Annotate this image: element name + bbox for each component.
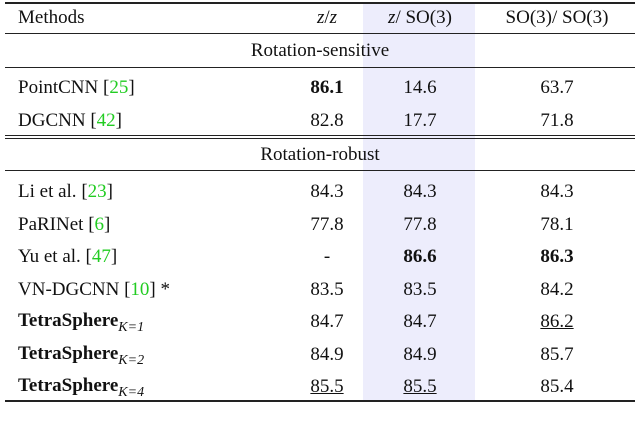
value-cell: 84.9	[403, 343, 437, 365]
citation: 6	[94, 213, 105, 235]
value-cell: 84.7	[403, 311, 437, 332]
method-cell: PaRINet [6]	[18, 214, 110, 236]
header-text: z	[329, 7, 338, 28]
value-cell: 77.8	[310, 213, 344, 235]
method-name: DGCNN	[18, 109, 86, 131]
method-cell: TetraSphereK=2	[18, 342, 145, 368]
value-cell: 78.1	[540, 213, 574, 235]
section-title: Rotation-robust	[260, 144, 380, 165]
value-cell: 84.2	[540, 278, 574, 300]
value-cell: 77.8	[403, 213, 437, 235]
citation-bracket: ]	[115, 109, 122, 131]
method-name: Yu et al.	[18, 246, 81, 267]
header-text: /	[324, 7, 330, 28]
method-subscript: K=4	[118, 385, 145, 400]
method-name: Li et al.	[18, 181, 77, 202]
section-rule	[5, 67, 635, 68]
value-cell: 84.3	[310, 181, 344, 202]
header-text: SO(3)/ SO(3)	[505, 7, 609, 28]
value-cell: 86.6	[403, 246, 437, 267]
method-cell: VN-DGCNN [10] *	[18, 279, 170, 301]
citation-bracket: ] *	[149, 278, 170, 300]
section-title: Rotation-sensitive	[250, 40, 390, 61]
citation: 25	[109, 77, 129, 98]
citation-bracket: ]	[110, 246, 118, 267]
value-cell: 86.3	[540, 246, 574, 267]
citation: 42	[96, 109, 116, 131]
citation-bracket: [	[90, 109, 97, 131]
method-cell: Yu et al. [47]	[18, 246, 117, 268]
method-cell: PointCNN [25]	[18, 77, 135, 99]
method-cell: DGCNN [42]	[18, 110, 122, 132]
method-name: TetraSphere	[18, 310, 119, 331]
citation-bracket: [	[81, 181, 88, 202]
value-cell: 63.7	[540, 77, 574, 98]
section-separator	[5, 138, 635, 139]
top-rule	[5, 2, 635, 4]
method-cell: Li et al. [23]	[18, 181, 113, 203]
header-rule	[5, 33, 635, 34]
citation: 10	[130, 278, 150, 300]
citation-bracket: ]	[104, 213, 111, 235]
value-cell: 82.8	[310, 109, 344, 131]
citation-bracket: [	[85, 246, 92, 267]
value-cell: 86.2	[540, 311, 574, 332]
value-cell: 84.3	[403, 181, 437, 202]
value-cell: 83.5	[403, 278, 437, 300]
value-cell: 84.9	[310, 343, 344, 365]
value-cell: 83.5	[310, 278, 344, 300]
method-cell: TetraSphereK=1	[18, 310, 145, 335]
method-name: VN-DGCNN	[18, 278, 120, 300]
header-text: z	[388, 7, 396, 28]
citation: 23	[87, 181, 107, 202]
value-cell: -	[323, 246, 331, 267]
method-name: PaRINet	[18, 213, 84, 235]
value-cell: 84.7	[310, 311, 344, 332]
value-cell: 84.3	[540, 181, 574, 202]
citation-bracket: [	[124, 278, 131, 300]
citation: 47	[91, 246, 111, 267]
method-name: TetraSphere	[18, 342, 119, 364]
header-text: Methods	[18, 7, 85, 28]
citation-bracket: ]	[128, 77, 135, 98]
header-cell: z/ SO(3)	[388, 7, 452, 29]
method-subscript: K=1	[118, 320, 145, 335]
section-rule	[5, 170, 635, 171]
citation-bracket: ]	[106, 181, 113, 202]
value-cell: 14.6	[403, 77, 437, 98]
header-text: / SO(3)	[395, 7, 452, 28]
value-cell: 71.8	[540, 109, 574, 131]
value-cell: 85.4	[540, 376, 574, 397]
header-cell: z/z	[317, 7, 337, 29]
value-cell: 85.5	[403, 376, 437, 397]
value-cell: 17.7	[403, 109, 437, 131]
value-cell: 86.1	[310, 77, 344, 98]
method-name: PointCNN	[18, 77, 99, 98]
header-text: z	[316, 7, 325, 28]
header-cell: SO(3)/ SO(3)	[506, 7, 609, 29]
value-cell: 85.7	[540, 343, 574, 365]
value-cell: 85.5	[310, 376, 344, 397]
highlight-column	[363, 3, 475, 401]
citation-bracket: [	[88, 213, 95, 235]
citation-bracket: [	[103, 77, 110, 98]
section-separator	[5, 135, 635, 136]
method-cell: TetraSphereK=4	[18, 375, 145, 400]
bottom-rule	[5, 400, 635, 402]
header-cell: Methods	[18, 7, 85, 29]
method-name: TetraSphere	[18, 375, 119, 396]
method-subscript: K=2	[118, 352, 145, 368]
